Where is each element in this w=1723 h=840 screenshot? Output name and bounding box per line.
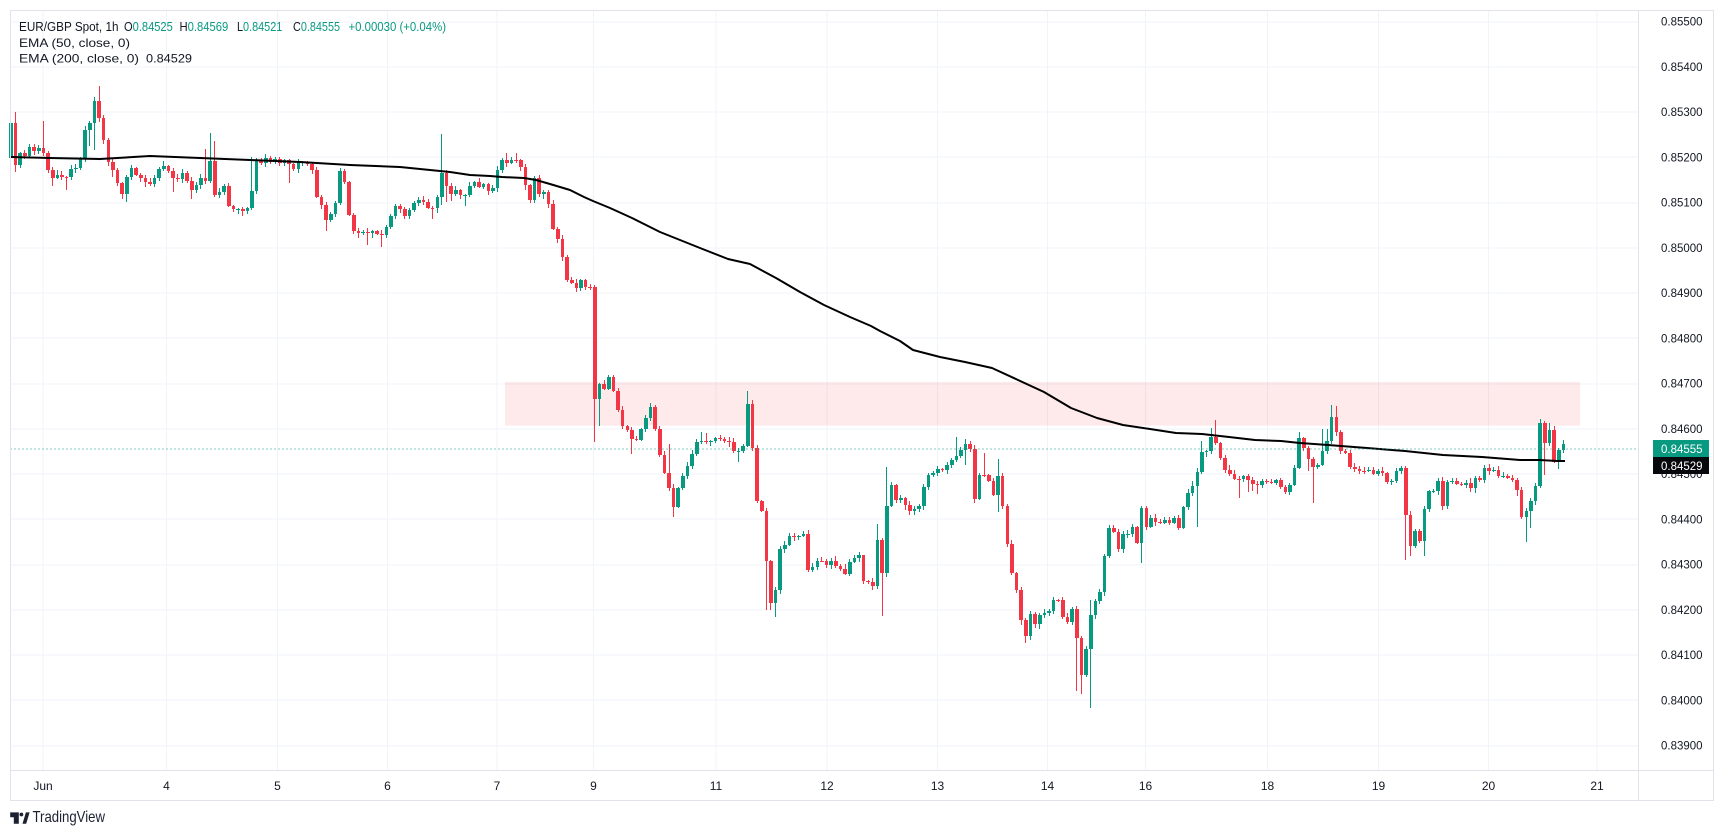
svg-text:TradingView: TradingView xyxy=(33,809,106,826)
svg-text:0.85400: 0.85400 xyxy=(1661,60,1703,74)
svg-text:6: 6 xyxy=(384,779,391,793)
svg-text:12: 12 xyxy=(820,779,834,793)
svg-text:EMA (200, close, 0): EMA (200, close, 0) xyxy=(19,52,139,66)
svg-text:O0.84525: O0.84525 xyxy=(124,20,173,34)
svg-text:19: 19 xyxy=(1372,779,1386,793)
svg-text:EMA (50, close, 0): EMA (50, close, 0) xyxy=(19,36,130,50)
svg-text:13: 13 xyxy=(931,779,945,793)
svg-text:L0.84521: L0.84521 xyxy=(237,20,282,34)
svg-text:+0.00030 (+0.04%): +0.00030 (+0.04%) xyxy=(349,20,447,34)
svg-text:14: 14 xyxy=(1041,779,1055,793)
svg-text:0.85000: 0.85000 xyxy=(1661,241,1703,255)
svg-text:21: 21 xyxy=(1590,779,1604,793)
svg-text:18: 18 xyxy=(1261,779,1275,793)
svg-text:0.84100: 0.84100 xyxy=(1661,648,1703,662)
svg-text:20: 20 xyxy=(1482,779,1496,793)
svg-text:C0.84555: C0.84555 xyxy=(293,20,340,34)
svg-text:16: 16 xyxy=(1139,779,1153,793)
svg-text:9: 9 xyxy=(590,779,597,793)
svg-text:0.84900: 0.84900 xyxy=(1661,286,1703,300)
svg-text:0.84700: 0.84700 xyxy=(1661,377,1703,391)
svg-text:0.85500: 0.85500 xyxy=(1661,15,1703,29)
svg-text:0.85100: 0.85100 xyxy=(1661,196,1703,210)
svg-text:11: 11 xyxy=(710,779,723,793)
svg-text:5: 5 xyxy=(274,779,281,793)
svg-text:H0.84569: H0.84569 xyxy=(180,20,229,34)
svg-text:0.84529: 0.84529 xyxy=(1661,459,1703,473)
svg-text:0.84000: 0.84000 xyxy=(1661,694,1703,708)
svg-text:0.84300: 0.84300 xyxy=(1661,558,1703,572)
svg-text:0.84555: 0.84555 xyxy=(1661,442,1703,456)
svg-text:0.84800: 0.84800 xyxy=(1661,332,1703,346)
svg-text:Jun: Jun xyxy=(33,779,52,793)
svg-text:0.84529: 0.84529 xyxy=(146,52,192,66)
svg-text:4: 4 xyxy=(163,779,170,793)
svg-text:0.85200: 0.85200 xyxy=(1661,151,1703,165)
svg-text:7: 7 xyxy=(494,779,501,793)
svg-text:0.84600: 0.84600 xyxy=(1661,422,1703,436)
svg-text:0.85300: 0.85300 xyxy=(1661,105,1703,119)
svg-text:0.83900: 0.83900 xyxy=(1661,739,1703,753)
svg-text:0.84400: 0.84400 xyxy=(1661,513,1703,527)
svg-text:0.84200: 0.84200 xyxy=(1661,603,1703,617)
svg-text:EUR/GBP Spot, 1h: EUR/GBP Spot, 1h xyxy=(19,19,119,34)
